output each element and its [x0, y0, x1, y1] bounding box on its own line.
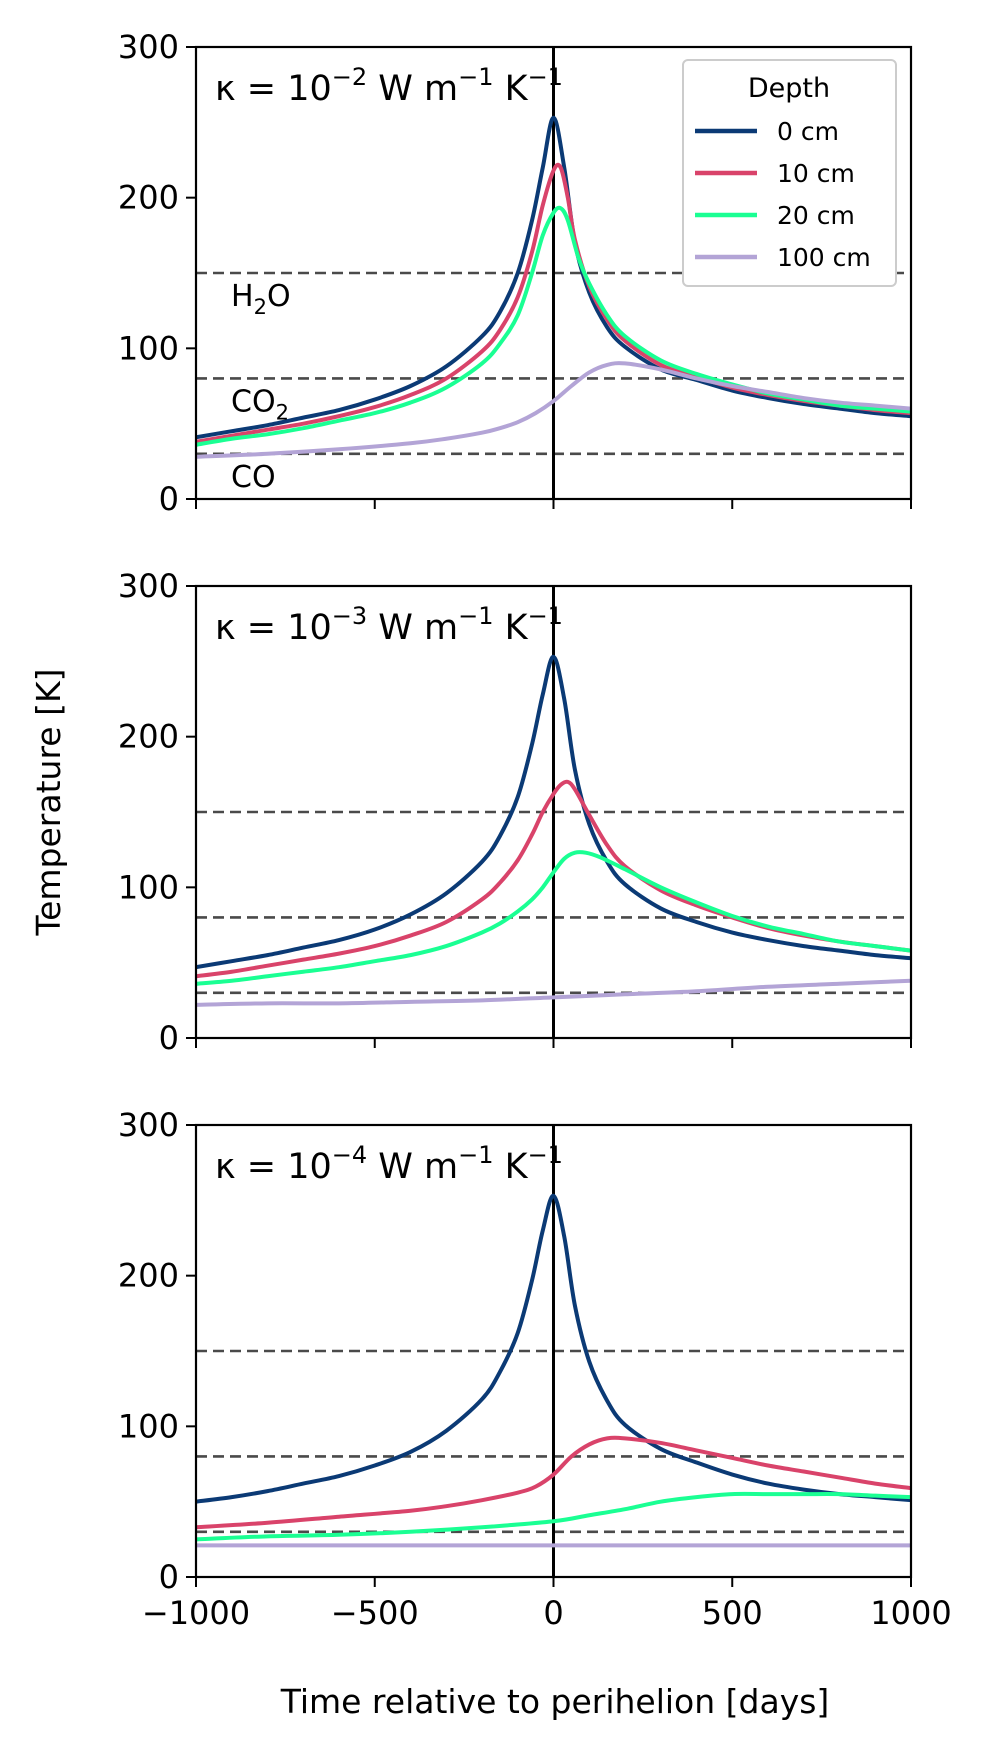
series-group — [196, 115, 911, 459]
y-tick-label: 300 — [118, 28, 179, 66]
x-tick-label: 1000 — [870, 1594, 951, 1632]
y-tick-label: 100 — [118, 329, 179, 367]
series-0-cm — [196, 1193, 911, 1504]
legend-box — [682, 59, 897, 287]
series-group — [196, 1193, 911, 1548]
legend: Depth 0 cm 10 cm 20 cm 100 cm — [682, 59, 897, 287]
series-100-cm — [196, 978, 911, 1007]
ice-label-CO: CO — [231, 460, 276, 495]
series-100-cm — [196, 361, 911, 459]
series-10-cm — [196, 1435, 911, 1530]
y-tick-label: 300 — [118, 1106, 179, 1144]
y-tick-label: 200 — [118, 718, 179, 756]
x-tick-label: 500 — [702, 1594, 763, 1632]
legend-entry-0-cm: 0 cm — [777, 117, 839, 146]
legend-entry-10-cm: 10 cm — [777, 159, 855, 188]
panel-2: 0 100 200 300 κ = 10−3 W m−1 K−1 — [118, 567, 913, 1057]
series-20-cm — [196, 850, 911, 986]
y-tick-label: 0 — [159, 480, 179, 518]
kappa-label: κ = 10−3 W m−1 K−1 — [215, 602, 563, 648]
y-tick-label: 100 — [118, 868, 179, 906]
x-tick-label: 0 — [543, 1594, 563, 1632]
ice-label-H2O: H2O — [231, 279, 291, 319]
y-tick-label: 300 — [118, 567, 179, 605]
ice-label-CO2: CO2 — [231, 384, 289, 424]
series-0-cm — [196, 115, 911, 440]
x-tick-label: −500 — [331, 1594, 419, 1632]
kappa-label: κ = 10−4 W m−1 K−1 — [215, 1141, 563, 1187]
y-tick-label: 200 — [118, 179, 179, 217]
y-tick-label: 0 — [159, 1019, 179, 1057]
y-tick-label: 100 — [118, 1407, 179, 1445]
kappa-label: κ = 10−2 W m−1 K−1 — [215, 63, 563, 109]
series-20-cm — [196, 1491, 911, 1542]
legend-entry-100-cm: 100 cm — [777, 243, 871, 272]
x-tick-label: −1000 — [142, 1594, 250, 1632]
plots-group: 0 100 200 300 κ = 10−2 W m−1 K−1 H2O CO2 CO Dept… — [118, 28, 952, 1632]
series-group — [196, 654, 911, 1007]
x-axis-label: Time relative to perihelion [days] — [280, 1682, 830, 1721]
y-tick-label: 0 — [159, 1558, 179, 1596]
panel-1: 0 100 200 300 κ = 10−2 W m−1 K−1 H2O CO2 CO Dept… — [118, 28, 913, 518]
panel-3: 0 100 200 300 −1000 −500 0 500 1000 κ = 10−4 W m−… — [118, 1106, 952, 1632]
legend-entry-20-cm: 20 cm — [777, 201, 855, 230]
y-axis-label: Temperature [K] — [29, 669, 68, 937]
legend-title: Depth — [748, 73, 830, 104]
y-tick-label: 200 — [118, 1257, 179, 1295]
series-0-cm — [196, 654, 911, 970]
series-10-cm — [196, 162, 911, 444]
